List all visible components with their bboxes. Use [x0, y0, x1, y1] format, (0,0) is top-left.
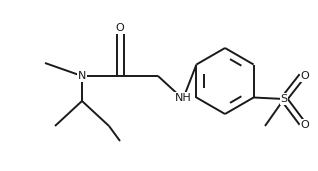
Text: O: O: [116, 23, 124, 33]
Text: O: O: [301, 71, 309, 81]
Text: O: O: [301, 120, 309, 130]
Text: NH: NH: [175, 93, 191, 103]
Text: N: N: [78, 71, 86, 81]
Text: S: S: [280, 94, 287, 104]
